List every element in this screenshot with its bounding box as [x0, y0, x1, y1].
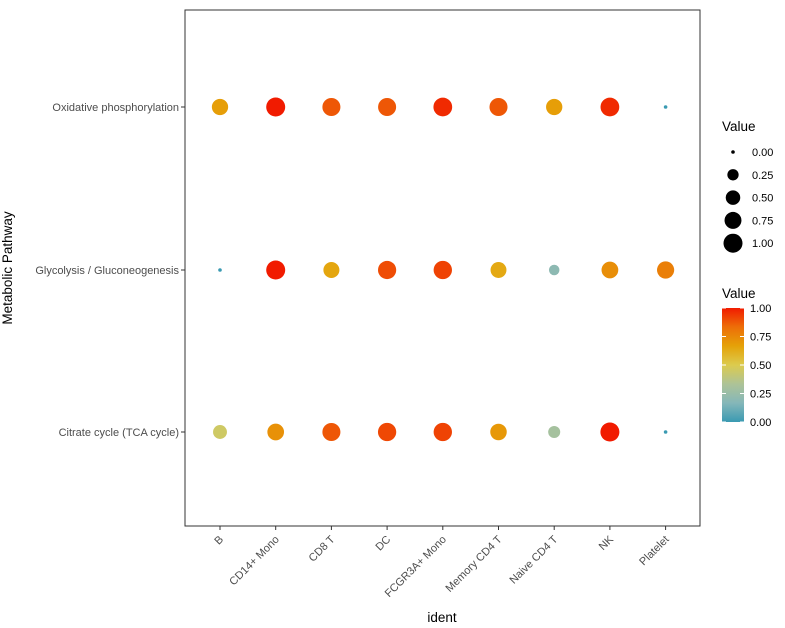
size-legend-label: 0.75 [752, 215, 773, 227]
y-tick-label: Citrate cycle (TCA cycle) [59, 427, 179, 439]
color-legend-title: Value [722, 286, 756, 301]
size-legend-key [724, 211, 742, 229]
x-tick-label: Memory CD4 T [444, 533, 505, 594]
size-legend: Value 0.00 0.25 0.50 0.75 1.00 [722, 119, 773, 253]
size-legend-title: Value [722, 119, 756, 134]
size-legend-key [727, 169, 739, 181]
data-point [322, 422, 341, 442]
data-point [213, 425, 227, 439]
y-axis: Oxidative phosphorylation Glycolysis / Gl… [35, 102, 185, 439]
data-point [663, 430, 668, 434]
data-point [218, 268, 222, 272]
x-tick-label: NK [597, 533, 617, 553]
data-points [211, 97, 675, 442]
data-point [267, 423, 285, 441]
x-tick-label: B [212, 534, 226, 548]
x-axis-title: ident [427, 610, 457, 625]
data-point [377, 260, 397, 280]
data-point [548, 425, 561, 439]
y-tick-label: Glycolysis / Gluconeogenesis [35, 265, 179, 277]
data-point [378, 97, 397, 117]
data-point [656, 261, 675, 279]
data-point [433, 422, 452, 442]
color-legend-label: 0.75 [750, 332, 771, 344]
color-legend-label: 0.00 [750, 417, 771, 429]
data-point [601, 261, 619, 279]
data-point [211, 98, 229, 116]
data-point [322, 97, 341, 117]
size-legend-label: 0.50 [752, 193, 773, 205]
data-point [266, 260, 286, 280]
color-legend-label: 1.00 [750, 303, 771, 315]
y-tick-label: Oxidative phosphorylation [52, 102, 179, 114]
y-axis-title: Metabolic Pathway [0, 211, 15, 325]
data-point [548, 264, 560, 276]
color-legend-label: 0.50 [750, 360, 771, 372]
data-point [600, 422, 620, 442]
data-point [323, 261, 340, 279]
x-tick-label: Naive CD4 T [507, 533, 560, 586]
size-legend-label: 1.00 [752, 238, 773, 250]
data-point [433, 97, 453, 117]
x-tick-label: DC [373, 534, 393, 554]
size-legend-key [723, 233, 743, 253]
x-tick-label: CD14+ Mono [227, 534, 282, 589]
data-point [546, 98, 563, 116]
data-point [377, 422, 397, 442]
x-tick-label: Platelet [637, 534, 671, 568]
data-point [663, 105, 668, 109]
color-legend: Value 0.00 0.25 0.50 0.75 1.00 [722, 286, 771, 429]
data-point [266, 97, 286, 117]
size-legend-key [731, 150, 735, 154]
size-legend-label: 0.00 [752, 147, 773, 159]
data-point [489, 97, 508, 117]
x-tick-label: FCGR3A+ Mono [383, 534, 449, 600]
color-legend-bar [722, 308, 744, 422]
size-legend-key [725, 190, 741, 205]
data-point [490, 262, 507, 278]
size-legend-label: 0.25 [752, 170, 773, 182]
color-legend-label: 0.25 [750, 389, 771, 401]
data-point [490, 423, 507, 441]
data-point [433, 260, 452, 280]
x-tick-label: CD8 T [307, 533, 338, 564]
data-point [600, 97, 620, 117]
